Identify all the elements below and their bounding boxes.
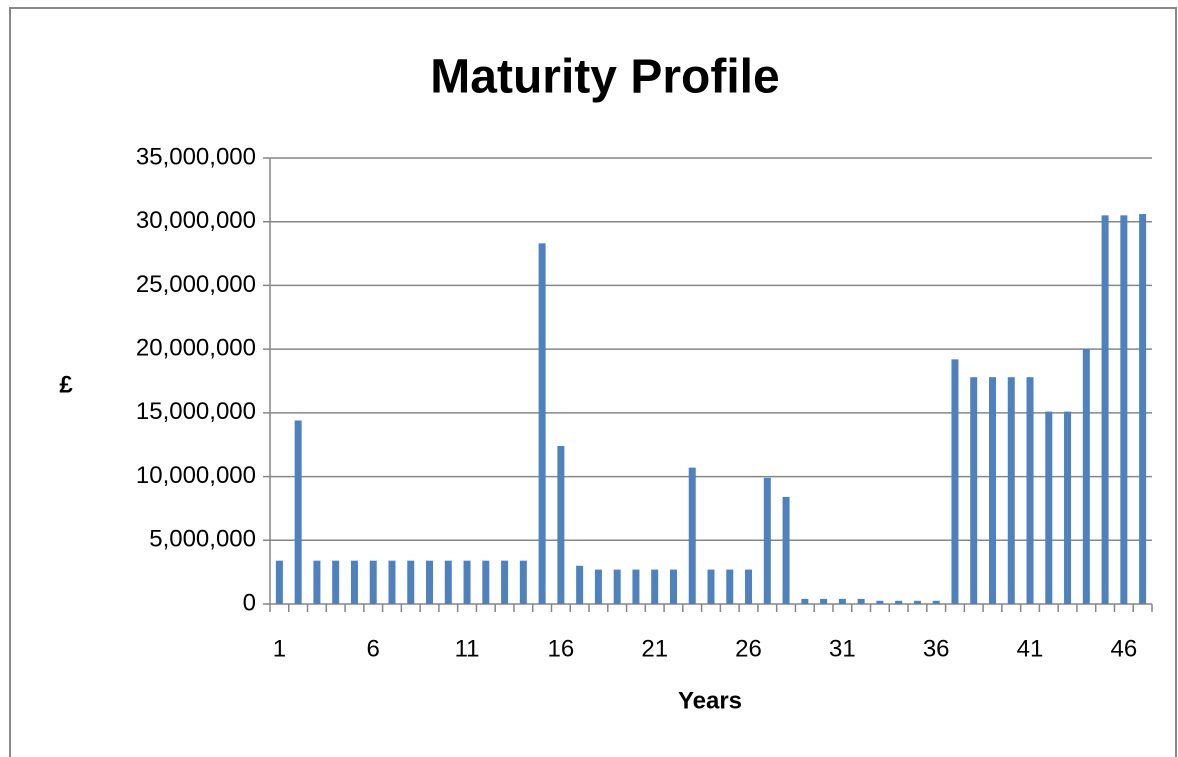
bar — [388, 560, 396, 604]
x-tick-label: 31 — [829, 635, 856, 662]
x-tick-label: 1 — [273, 635, 286, 662]
bar — [519, 560, 527, 604]
x-tick-label: 36 — [923, 635, 950, 662]
y-tick-label: 0 — [243, 589, 256, 616]
bar — [1045, 411, 1053, 604]
bar — [594, 569, 602, 604]
bar — [970, 377, 978, 604]
bar — [444, 560, 452, 604]
bar — [782, 496, 790, 604]
bar — [294, 420, 302, 604]
y-tick-label: 30,000,000 — [136, 207, 256, 234]
bar — [895, 600, 903, 604]
bar — [275, 560, 283, 604]
bar — [1120, 215, 1128, 605]
bar — [988, 377, 996, 604]
bar — [501, 560, 509, 604]
bar — [913, 600, 921, 604]
y-tick-label: 15,000,000 — [136, 398, 256, 425]
bar — [1101, 215, 1109, 605]
bar — [576, 565, 584, 604]
y-axis-label: £ — [59, 371, 73, 398]
x-tick-label: 41 — [1017, 635, 1044, 662]
bar — [801, 598, 809, 604]
bar — [313, 560, 321, 604]
bar — [538, 243, 546, 604]
bar — [407, 560, 415, 604]
bar — [1082, 349, 1090, 604]
bar — [820, 598, 828, 604]
bar — [857, 598, 865, 604]
bar — [1026, 377, 1034, 604]
bar — [838, 598, 846, 604]
bar — [632, 569, 640, 604]
bar — [951, 359, 959, 604]
bar — [707, 569, 715, 604]
bar — [1007, 377, 1015, 604]
y-tick-label: 5,000,000 — [149, 526, 256, 553]
x-tick-label: 46 — [1110, 635, 1137, 662]
x-tick-label: 11 — [455, 635, 480, 662]
bar — [369, 560, 377, 604]
chart-frame — [9, 7, 1177, 757]
x-tick-label: 21 — [641, 635, 668, 662]
bar — [1064, 411, 1072, 604]
bar — [613, 569, 621, 604]
bar — [688, 467, 696, 604]
bar — [669, 569, 677, 604]
x-tick-label: 6 — [367, 635, 380, 662]
bar — [350, 560, 358, 604]
bar — [651, 569, 659, 604]
bar — [332, 560, 340, 604]
x-tick-label: 16 — [548, 635, 575, 662]
bar — [876, 600, 884, 604]
y-tick-label: 20,000,000 — [136, 334, 256, 361]
y-tick-label: 35,000,000 — [136, 143, 256, 170]
bar — [557, 445, 565, 604]
bar — [726, 569, 734, 604]
bar — [482, 560, 490, 604]
x-axis-label: Years — [678, 687, 742, 714]
y-tick-label: 25,000,000 — [136, 271, 256, 298]
bar — [745, 569, 753, 604]
bar — [426, 560, 434, 604]
chart-title: Maturity Profile — [430, 51, 779, 104]
x-tick-label: 26 — [735, 635, 762, 662]
bar — [763, 477, 771, 604]
bar — [1139, 214, 1147, 604]
y-tick-label: 10,000,000 — [136, 462, 256, 489]
bar — [463, 560, 471, 604]
bar — [932, 600, 940, 604]
